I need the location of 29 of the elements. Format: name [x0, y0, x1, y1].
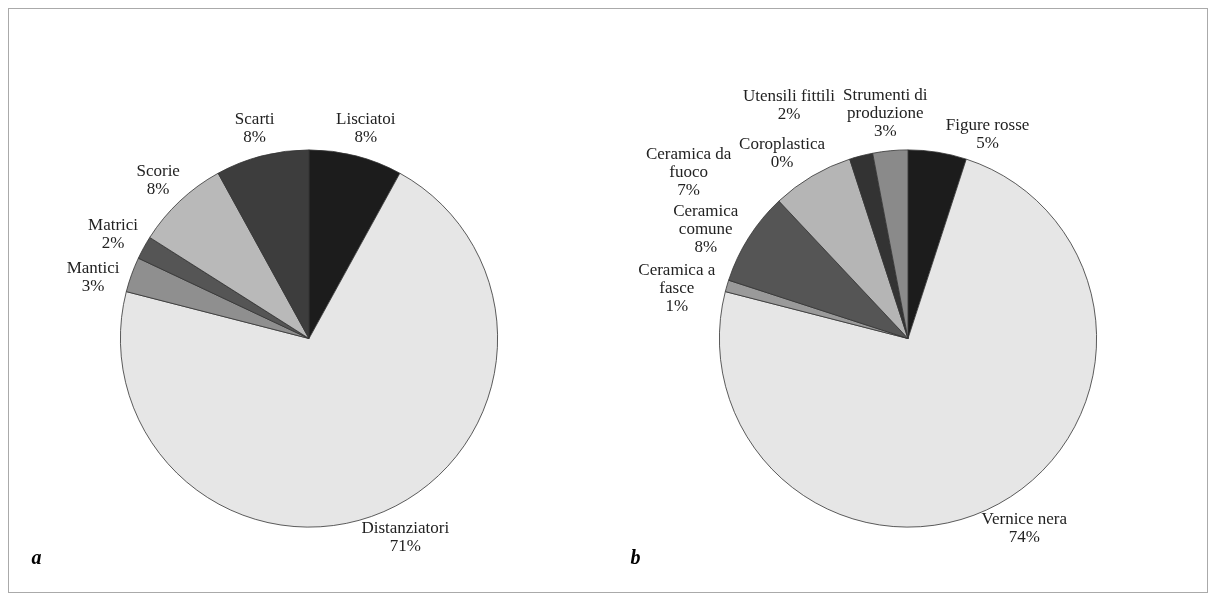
data-label: 7% — [676, 179, 700, 199]
slice-label: Matrici — [87, 214, 138, 234]
text: b — [630, 545, 641, 568]
slice-label: Mantici — [66, 257, 120, 277]
slice-label: Ceramica da fuoco — [645, 143, 732, 181]
data-label: 5% — [975, 132, 999, 152]
slice-label: Utensili fittili — [742, 85, 835, 105]
slice-label: Scarti — [234, 108, 275, 128]
slice-label: Ceramica a fasce — [637, 259, 716, 297]
slice-label: Figure rosse — [945, 114, 1029, 134]
data-label: 3% — [873, 120, 897, 140]
slice-label: Distanziatori — [360, 517, 449, 537]
data-label: 2% — [777, 103, 800, 123]
data-label: 71% — [389, 535, 421, 555]
data-label: 8% — [353, 126, 377, 146]
data-label: 3% — [81, 275, 104, 295]
data-label: 2% — [101, 232, 124, 252]
data-label: 1% — [664, 295, 688, 315]
data-label: 8% — [146, 178, 170, 198]
text: a — [31, 545, 42, 568]
data-label: 74% — [1008, 526, 1040, 546]
data-label: 8% — [693, 236, 717, 256]
category-label: Coroplastica — [738, 133, 825, 153]
slice-label: Scorie — [135, 160, 180, 180]
slice-label: Ceramica comune — [672, 200, 739, 238]
slice-label: Vernice nera — [981, 508, 1067, 528]
data-label: 8% — [242, 126, 266, 146]
slice-label: Strumenti di produzione — [842, 84, 928, 122]
slice-label: Lisciatoi — [335, 108, 396, 128]
